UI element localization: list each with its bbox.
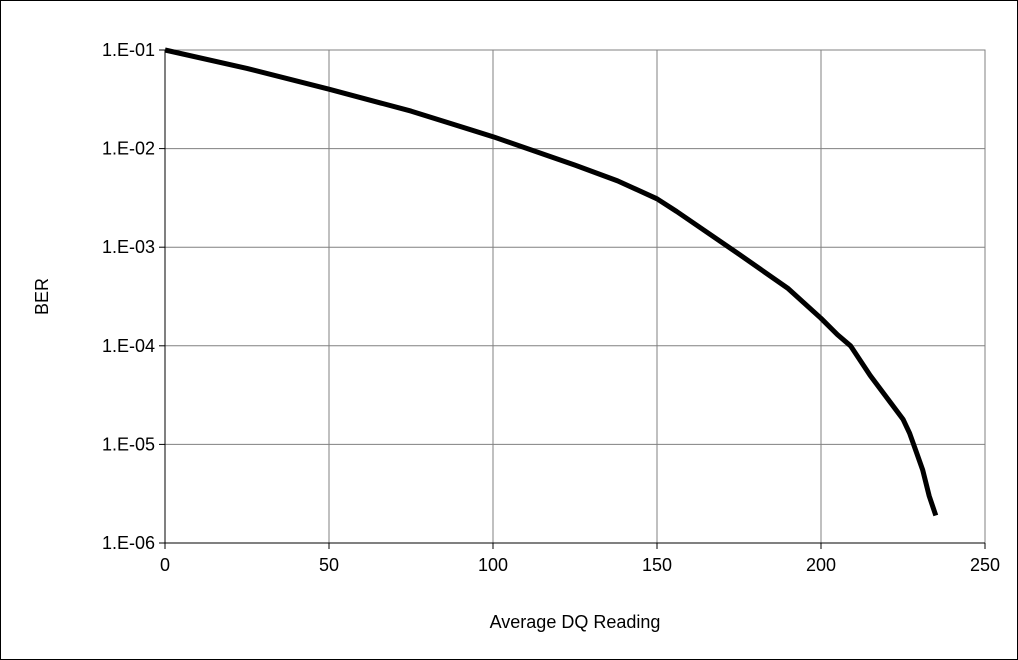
tick-labels: 0 50 100 150 200 250 1.E-01 1.E-02 1.E-03 1.E-04 1… [102,40,1000,575]
x-tick-label: 0 [160,555,170,575]
y-tick-label: 1.E-02 [102,139,155,159]
y-tick-label: 1.E-04 [102,336,155,356]
series-line [164,47,939,517]
x-tick-label: 100 [478,555,508,575]
x-tick-label: 150 [642,555,672,575]
y-axis-title: BER [32,278,52,315]
x-axis-title: Average DQ Reading [490,612,661,632]
series-layer [164,47,939,517]
x-tick-label: 200 [806,555,836,575]
y-tick-label: 1.E-03 [102,237,155,257]
y-tick-label: 1.E-01 [102,40,155,60]
x-tick-label: 250 [970,555,1000,575]
y-tick-label: 1.E-05 [102,434,155,454]
x-tick-label: 50 [319,555,339,575]
plot-area [164,49,986,544]
y-tick-label: 1.E-06 [102,533,155,553]
